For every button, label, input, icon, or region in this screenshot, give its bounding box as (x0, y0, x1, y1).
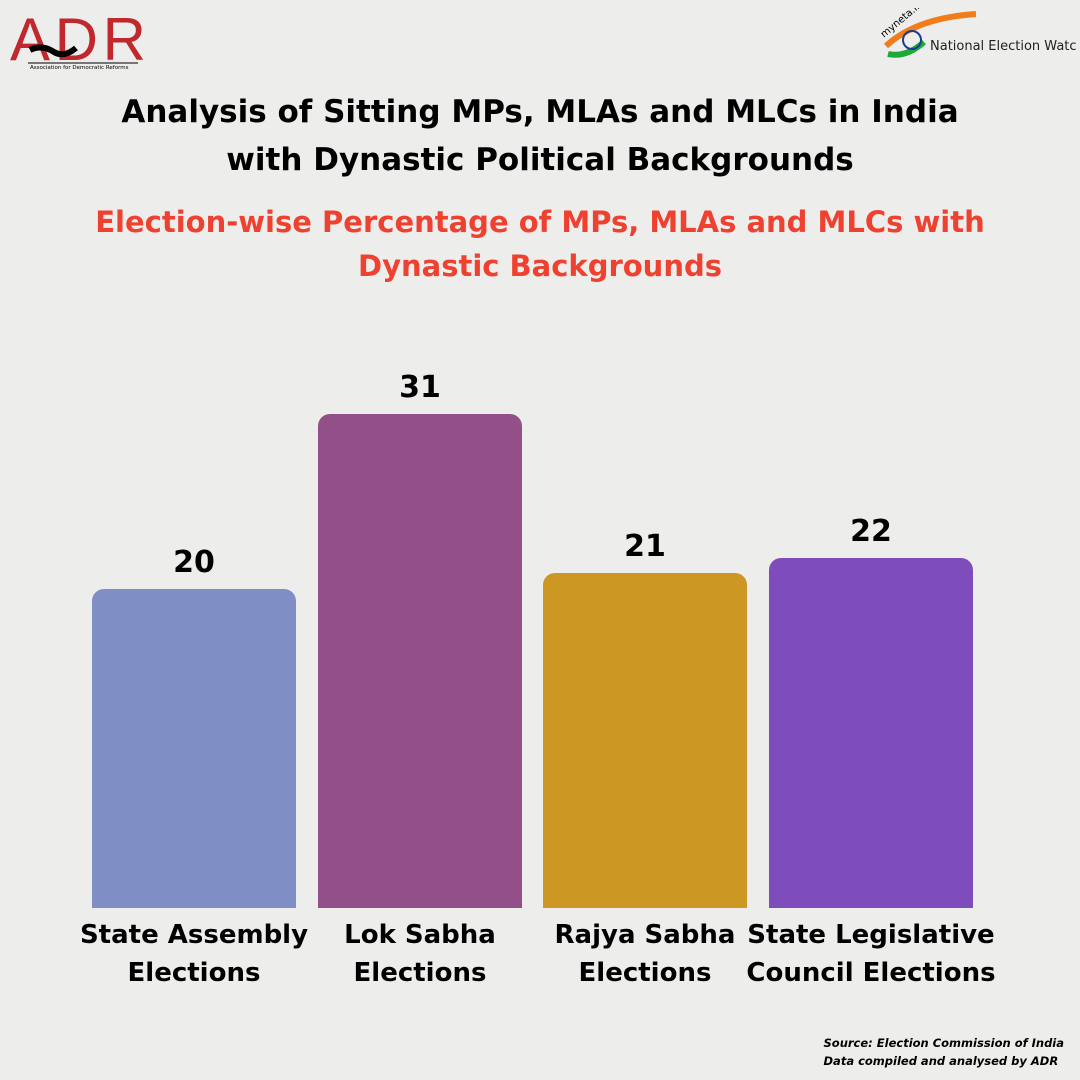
myneta-logo: myneta.info National Election Watch (876, 0, 1080, 60)
svg-text:Association for Democratic Ref: Association for Democratic Reforms (30, 65, 129, 70)
chart-title: Election-wise Percentage of MPs, MLAs an… (95, 205, 985, 283)
page-title: Analysis of Sitting MPs, MLAs and MLCs i… (121, 94, 959, 178)
credit-text: Data compiled and analysed by ADR (823, 1054, 1059, 1068)
adr-logo: ADR Association for Democratic Reforms (8, 6, 148, 73)
data-label: 21 (624, 529, 666, 565)
category-label: Lok Sabha Elections (344, 920, 496, 988)
bar (543, 573, 747, 908)
bar (92, 589, 296, 908)
source-note: Source: Election Commission of India Dat… (824, 1034, 1064, 1070)
data-label: 22 (850, 513, 892, 549)
bar (769, 557, 973, 908)
svg-text:ADR: ADR (10, 8, 146, 70)
svg-text:National Election Watch: National Election Watch (930, 39, 1076, 54)
category-label: Rajya Sabha Elections (554, 920, 736, 988)
bar (318, 414, 522, 908)
source-text: Source: Election Commission of India (823, 1036, 1064, 1050)
data-label: 31 (399, 370, 441, 406)
data-label: 20 (173, 545, 215, 581)
category-label: State Legislative Council Elections (746, 920, 996, 988)
category-label: State Assembly Elections (79, 920, 309, 988)
